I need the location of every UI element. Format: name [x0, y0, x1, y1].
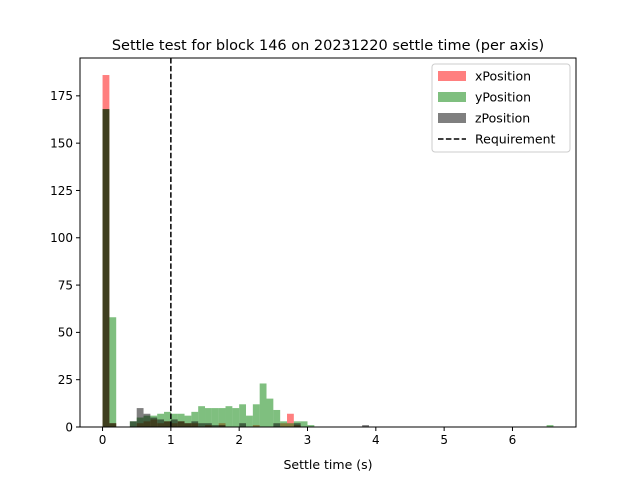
- bar-yPosition-22: [266, 398, 274, 427]
- bar-yPosition-11: [191, 411, 199, 427]
- x-tick-label-5: 5: [440, 433, 448, 447]
- legend-swatch-zPosition: [438, 113, 466, 123]
- bar-zPosition-12: [198, 423, 206, 427]
- bar-zPosition-15: [218, 425, 226, 427]
- legend-label-xPosition: xPosition: [475, 69, 531, 84]
- bar-zPosition-10: [184, 423, 192, 427]
- bar-yPosition-20: [252, 404, 260, 427]
- bar-zPosition-13: [205, 423, 212, 427]
- bar-yPosition-16: [225, 406, 233, 427]
- x-tick-label-2: 2: [235, 433, 243, 447]
- bar-zPosition-14: [211, 425, 219, 427]
- bar-zPosition-17: [273, 423, 281, 427]
- legend-label-yPosition: yPosition: [475, 90, 531, 105]
- bar-yPosition-25: [287, 423, 294, 427]
- x-axis-label: Settle time (s): [283, 457, 372, 472]
- bar-yPosition-21: [259, 383, 267, 427]
- y-tick-label-0: 0: [65, 420, 73, 434]
- bar-zPosition-11: [191, 421, 199, 427]
- bar-yPosition-17: [232, 408, 240, 427]
- y-tick-label-1: 25: [58, 373, 73, 387]
- bar-yPosition-9: [177, 413, 185, 427]
- bar-yPosition-29: [546, 425, 554, 427]
- x-tick-label-3: 3: [304, 433, 312, 447]
- bar-yPosition-12: [198, 406, 206, 427]
- bar-yPosition-10: [184, 415, 192, 427]
- bar-yPosition-18: [239, 404, 247, 427]
- bar-yPosition-27: [300, 421, 308, 427]
- bar-zPosition-1: [109, 423, 117, 427]
- axis-ticks: 0 1 2 3 4 5 6 0 25 50 75 100 125 150 175: [50, 89, 516, 447]
- bar-zPosition-19: [362, 425, 369, 427]
- y-tick-label-7: 175: [50, 89, 73, 103]
- bar-xPosition-15: [287, 413, 294, 427]
- chart-title: Settle test for block 146 on 20231220 se…: [112, 38, 544, 54]
- bar-yPosition-13: [205, 408, 212, 427]
- legend-label-Requirement: Requirement: [475, 132, 555, 147]
- bar-zPosition-2: [129, 421, 137, 427]
- legend: xPosition yPosition zPosition Requirement: [431, 63, 571, 153]
- legend-swatch-yPosition: [438, 92, 466, 102]
- bar-zPosition-16: [239, 423, 247, 427]
- bar-yPosition-19: [246, 415, 253, 427]
- legend-swatch-xPosition: [438, 71, 466, 81]
- bar-yPosition-14: [211, 408, 219, 427]
- bar-zPosition-18: [293, 423, 301, 427]
- y-tick-label-4: 100: [50, 231, 73, 245]
- bar-yPosition-28: [307, 425, 315, 427]
- bar-yPosition-15: [218, 408, 226, 427]
- bar-yPosition-24: [280, 421, 288, 427]
- bar-zPosition-4: [143, 413, 151, 427]
- bar-yPosition-23: [273, 409, 281, 427]
- x-tick-label-0: 0: [99, 433, 107, 447]
- y-tick-label-5: 125: [50, 184, 73, 198]
- x-tick-label-4: 4: [372, 433, 380, 447]
- x-tick-label-6: 6: [509, 433, 517, 447]
- y-tick-label-2: 50: [58, 326, 73, 340]
- bar-yPosition-7: [164, 411, 171, 427]
- bar-yPosition-1: [109, 317, 117, 427]
- bar-zPosition-6: [157, 419, 165, 427]
- legend-label-zPosition: zPosition: [475, 111, 530, 126]
- bar-zPosition-5: [150, 417, 158, 427]
- bar-zPosition-3: [136, 408, 144, 427]
- bar-zPosition-8: [170, 419, 178, 427]
- plot-frame: [79, 57, 577, 428]
- bar-zPosition-7: [164, 421, 171, 427]
- histogram-bars: [102, 75, 554, 427]
- bar-zPosition-0: [102, 109, 110, 427]
- x-tick-label-1: 1: [167, 433, 175, 447]
- legend-box: [431, 63, 571, 153]
- bar-zPosition-9: [177, 421, 185, 427]
- y-tick-label-3: 75: [58, 278, 73, 292]
- y-tick-label-6: 150: [50, 136, 73, 150]
